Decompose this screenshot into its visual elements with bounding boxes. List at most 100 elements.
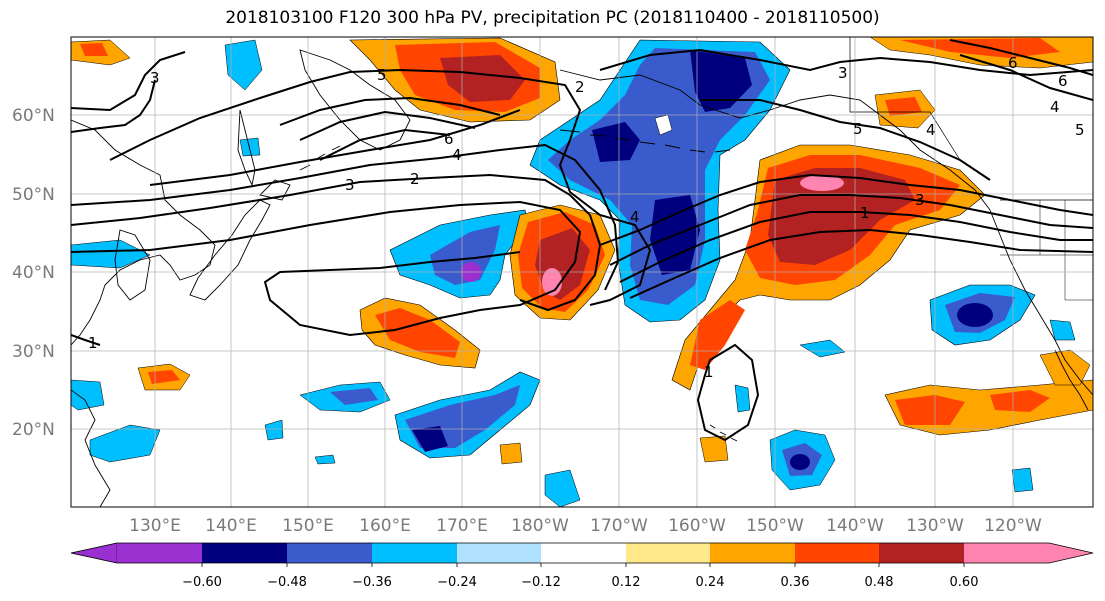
pv-contour-label: 5 (853, 120, 863, 138)
colorbar-segment (710, 543, 795, 563)
precip-pos-region-140e-core (148, 370, 180, 384)
colorbar-segment (1049, 543, 1093, 563)
lon-label: 130°E (129, 516, 181, 536)
pv-contour-1 (71, 200, 582, 337)
pv-contour-8 (319, 128, 451, 161)
coastlines (71, 37, 1093, 507)
precip-neg-region-japan-north (224, 39, 263, 91)
pv-contour-alaska-1 (599, 48, 1093, 77)
lon-label: 170°E (436, 516, 488, 536)
pv-contour-label: 1 (704, 363, 714, 381)
pv-contour-label: 4 (630, 208, 640, 226)
lon-label: 130°W (906, 516, 964, 536)
precip-positive-regions (71, 37, 1093, 465)
precip-pos-region-central-peak (542, 268, 562, 296)
pv-contour-10 (71, 51, 186, 112)
pv-contour-alaska-2 (700, 99, 991, 181)
precip-neutral-hole (654, 114, 673, 136)
lat-label: 60°N (12, 106, 55, 126)
pv-contour-label: 6 (1008, 54, 1018, 72)
colorbar-segment (626, 543, 710, 563)
precip-pos-region-ne-pacific-peak (800, 175, 844, 191)
precip-pos-region-170w-strip (690, 300, 745, 370)
coastline-aleutians (559, 129, 731, 153)
lat-label: 40°N (12, 263, 55, 283)
pv-contour-label: 1 (88, 334, 98, 352)
lat-label: 30°N (12, 342, 55, 362)
pv-contour-label: 6 (1058, 72, 1068, 90)
precip-neg-region-160w-small (734, 384, 751, 413)
precip-pos-region-alaska-core (885, 97, 922, 116)
pv-contour-east-1 (599, 173, 1093, 246)
precip-pos-region-bering-core (440, 55, 525, 102)
pv-contour-label: 3 (838, 64, 848, 82)
precip-negative-regions (71, 39, 1076, 507)
map-content: 3 5 2 6 4 3 2 1 6 5 4 3 1 4 1 3 6 4 5 (71, 37, 1093, 507)
coastline-asia-mainland (71, 119, 216, 346)
coastline-kamchatka (299, 49, 411, 151)
lat-label: 20°N (12, 420, 55, 440)
pv-contour-label: 4 (452, 146, 462, 164)
lon-label: 160°E (359, 516, 411, 536)
lon-label: 180°W (511, 516, 569, 536)
pv-contour-label: 3 (150, 69, 160, 87)
precip-pos-region-155e-mid (375, 308, 460, 358)
pv-contour-label: 2 (575, 78, 585, 96)
pv-contour-label: 5 (1075, 121, 1085, 139)
border-us-states (1000, 200, 1093, 301)
border-alaska-canada (849, 37, 961, 161)
pv-contour-label: 1 (860, 204, 870, 222)
map-gridlines (71, 37, 1093, 507)
longitude-labels: 130°E 140°E 150°E 160°E 170°E 180°W 170°… (129, 516, 1042, 536)
lon-label: 160°W (668, 516, 726, 536)
pv-contour-label: 3 (345, 176, 355, 194)
coastline-sakhalin (237, 109, 256, 187)
pv-contour-label: 3 (915, 191, 925, 209)
pv-contour-3 (71, 143, 620, 291)
lon-label: 170°W (590, 516, 648, 536)
coastline-korea (114, 229, 151, 301)
pv-contour-label-group: 3 5 2 6 4 3 2 1 6 5 4 3 1 4 1 3 6 4 5 (88, 54, 1085, 381)
precip-neg-region-155e-small (314, 454, 336, 465)
colorbar-segment (457, 543, 541, 563)
precip-neg-region-subtropical-west-mid (330, 388, 378, 405)
colorbar-segment (287, 543, 372, 563)
precip-neg-region-150e-small (264, 419, 284, 441)
lon-label: 150°W (746, 516, 804, 536)
pv-contours (71, 39, 1093, 442)
coastline-baja (1054, 349, 1089, 411)
pv-contour-label: 6 (444, 130, 454, 148)
precip-neg-region-165e-mid (430, 225, 500, 285)
pv-contour-alaska-3 (949, 39, 1093, 76)
colorbar-tick-label: −0.12 (521, 575, 561, 590)
precip-neg-region-central-mid-core (592, 122, 640, 162)
precip-pos-region-ne-pacific-core (768, 168, 915, 265)
precip-pos-region-ne-corner-mid (900, 38, 1060, 58)
precip-neg-region-coast-small (1049, 319, 1076, 341)
precip-neg-region-tropics-south-core (790, 454, 810, 470)
pv-contour-east-3 (619, 211, 1093, 283)
pv-contour-east-4 (629, 228, 1093, 299)
pv-contour-label: 2 (410, 170, 420, 188)
lon-label: 120°W (984, 516, 1042, 536)
pv-contour-9 (71, 79, 156, 133)
pv-contour-4 (149, 109, 521, 186)
lon-label: 140°W (826, 516, 884, 536)
colorbar-tick-label: −0.60 (182, 575, 222, 590)
lon-label: 140°E (205, 516, 257, 536)
coastline-philippines-taiwan (71, 389, 111, 507)
colorbar-segment (541, 543, 626, 563)
colorbar-outline (70, 542, 1094, 564)
precip-neg-region-southwest-2 (544, 469, 581, 507)
colorbar-segment (117, 543, 202, 563)
coastline-hawaii (709, 424, 738, 442)
colorbar-segment (964, 543, 1049, 563)
colorbar-segment (879, 543, 964, 563)
colorbar-tick-label: 0.36 (781, 575, 810, 590)
precip-neg-region-ne-pacific-core (957, 303, 993, 327)
map-title: 2018103100 F120 300 hPa PV, precipitatio… (225, 8, 880, 28)
colorbar-segment (372, 543, 457, 563)
precip-neg-region-subtropical-core (412, 426, 448, 452)
latitude-labels: 60°N 50°N 40°N 30°N 20°N (12, 106, 55, 440)
